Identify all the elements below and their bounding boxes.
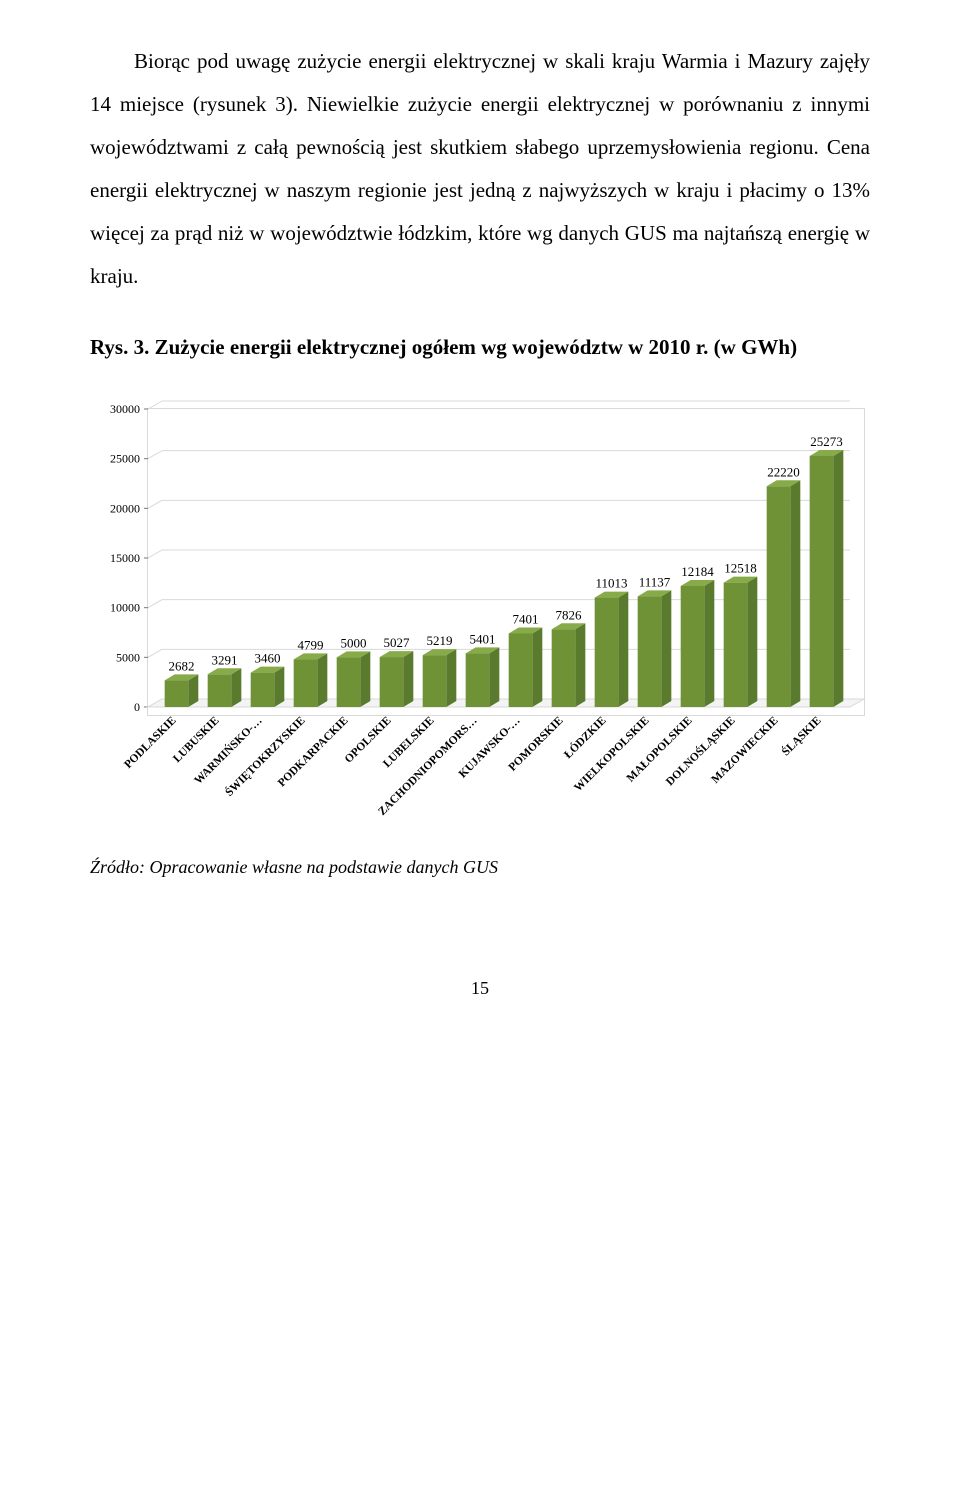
bar-chart: 0 5000 10000 15000 20000 25000 30000 2682 PODLAS… <box>90 397 870 827</box>
svg-text:25000: 25000 <box>110 452 140 466</box>
svg-text:2682: 2682 <box>169 659 195 674</box>
page: Biorąc pod uwagę zużycie energii elektry… <box>0 0 960 1039</box>
svg-text:5401: 5401 <box>470 632 496 647</box>
chart-svg: 0 5000 10000 15000 20000 25000 30000 2682 PODLAS… <box>90 397 870 827</box>
svg-text:10000: 10000 <box>110 601 140 615</box>
svg-text:12518: 12518 <box>724 561 757 576</box>
svg-text:22220: 22220 <box>767 465 800 480</box>
svg-text:20000: 20000 <box>110 502 140 516</box>
svg-text:0: 0 <box>134 700 140 714</box>
svg-text:3291: 3291 <box>212 653 238 668</box>
svg-text:3460: 3460 <box>255 651 281 666</box>
svg-text:25273: 25273 <box>810 434 843 449</box>
page-number: 15 <box>90 978 870 999</box>
svg-text:5000: 5000 <box>341 636 367 651</box>
body-paragraph: Biorąc pod uwagę zużycie energii elektry… <box>90 40 870 298</box>
chart-caption: Rys. 3. Zużycie energii elektrycznej ogó… <box>90 326 870 369</box>
svg-text:11137: 11137 <box>639 575 671 590</box>
chart-source: Źródło: Opracowanie własne na podstawie … <box>90 857 870 878</box>
svg-text:5027: 5027 <box>384 635 411 650</box>
svg-text:4799: 4799 <box>298 638 324 653</box>
svg-text:ŚLĄSKIE: ŚLĄSKIE <box>778 713 823 758</box>
svg-text:WIELKOPOLSKIE: WIELKOPOLSKIE <box>572 715 652 795</box>
svg-text:7826: 7826 <box>556 608 583 623</box>
svg-text:7401: 7401 <box>513 612 539 627</box>
svg-text:5000: 5000 <box>116 651 140 665</box>
svg-text:ŚWIĘTOKRZYSKIE: ŚWIĘTOKRZYSKIE <box>222 713 308 799</box>
svg-text:12184: 12184 <box>681 564 714 579</box>
svg-text:PODLASKIE: PODLASKIE <box>122 715 179 772</box>
svg-text:15000: 15000 <box>110 551 140 565</box>
svg-text:30000: 30000 <box>110 402 140 416</box>
svg-text:5219: 5219 <box>427 633 453 648</box>
svg-text:11013: 11013 <box>595 576 627 591</box>
svg-text:ŁÓDZKIE: ŁÓDZKIE <box>561 713 609 761</box>
